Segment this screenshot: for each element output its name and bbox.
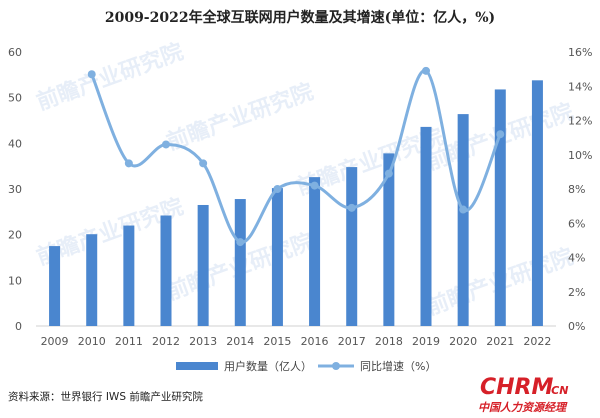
bar [49,246,61,326]
bar [197,204,209,326]
bar [86,234,98,326]
y-right-tick-label: 4% [568,252,585,265]
y-left-tick-label: 40 [8,137,22,150]
bar [494,89,506,327]
legend-line-marker [332,362,340,370]
x-axis: 2009 2010 2011 2012 2013 2014 2015 2016 2017 2018… [41,335,552,348]
x-tick-label: 2012 [152,335,180,348]
bar [383,153,395,326]
y-axis-right: 0% 2% 4% 6% 8% 10% 12% 14% 16% [568,46,592,333]
y-left-tick-label: 30 [8,183,22,196]
x-tick-label: 2014 [226,335,254,348]
line-point [384,169,393,178]
y-right-tick-label: 10% [568,149,592,162]
bar [160,215,172,326]
bar [457,114,469,327]
y-left-tick-label: 0 [15,320,22,333]
legend-bar-swatch [176,362,218,370]
x-tick-label: 2017 [338,335,366,348]
x-tick-label: 2009 [41,335,69,348]
y-right-tick-label: 0% [568,320,585,333]
y-left-tick-label: 50 [8,92,22,105]
y-right-tick-label: 16% [568,46,592,59]
y-right-tick-label: 8% [568,183,585,196]
y-right-tick-label: 2% [568,286,585,299]
x-tick-label: 2020 [449,335,477,348]
chrm-logo: CHRM .CN 中国人力资源经理 [478,375,568,414]
x-tick-label: 2013 [189,335,217,348]
bar [346,167,358,326]
x-tick-label: 2019 [412,335,440,348]
x-tick-label: 2022 [523,335,551,348]
x-tick-label: 2010 [78,335,106,348]
line-point [87,70,96,79]
x-tick-label: 2018 [375,335,403,348]
line-point [459,205,468,214]
line-point [347,203,356,212]
line-point [236,238,245,247]
y-left-tick-label: 10 [8,274,22,287]
y-right-tick-label: 14% [568,80,592,93]
legend-line-label: 同比增速（%） [360,359,436,373]
line-point [124,159,133,168]
watermark-text: 前瞻产业研究院 [33,39,187,116]
line-point [496,130,505,139]
line-point [162,140,170,149]
line-point [273,185,282,193]
y-axis-left: 0 10 20 30 40 50 60 [8,46,22,333]
y-right-tick-label: 6% [568,217,585,230]
legend-bar-label: 用户数量（亿人） [224,359,312,373]
x-tick-label: 2015 [263,335,291,348]
y-left-tick-label: 20 [8,229,22,242]
y-left-tick-label: 60 [8,46,22,59]
legend: 用户数量（亿人） 同比增速（%） [176,359,436,373]
chart-title: 2009-2022年全球互联网用户数量及其增速(单位：亿人，%) [105,9,495,26]
line-point [422,66,430,75]
x-tick-label: 2021 [486,335,514,348]
line-point [310,181,319,190]
watermark-text: 前瞻产业研究院 [163,79,317,156]
bar [420,126,432,326]
bar-series [49,80,543,327]
svg-text:.CN: .CN [547,384,568,397]
y-right-tick-label: 12% [568,115,592,128]
bar [234,199,246,326]
bar [531,80,543,327]
bar [271,188,283,326]
bar [309,177,321,326]
svg-text:CHRM: CHRM [480,375,553,400]
x-tick-label: 2016 [301,335,329,348]
bar [123,225,135,326]
line-point [199,159,208,168]
line-series [87,66,505,247]
x-tick-label: 2011 [115,335,143,348]
source-note: 资料来源：世界银行 IWS 前瞻产业研究院 [8,390,203,403]
svg-text:中国人力资源经理: 中国人力资源经理 [478,401,568,414]
